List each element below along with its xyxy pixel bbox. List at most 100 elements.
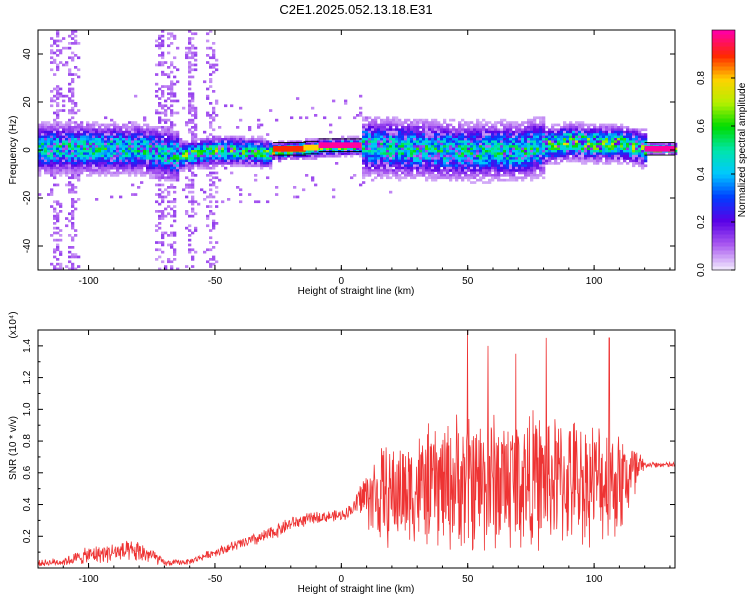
spectrogram-cell [239,145,243,148]
colorbar-segment [712,138,735,143]
spectrogram-cell [491,128,495,132]
spectrogram-cell [371,171,375,175]
spectrogram-cell [596,133,600,136]
spectrogram-cell [71,73,75,76]
spectrogram-cell [98,135,102,139]
spectrogram-cell [461,154,465,158]
spectrogram-cell [410,123,414,127]
spectrogram-cell [521,150,525,153]
spectrogram-cell [212,262,216,266]
spectrogram-cell [98,128,102,132]
spectrogram-cell [503,169,507,172]
spectrogram-cell [191,162,195,165]
spectrogram-cell [50,262,54,266]
spectrogram-cell [431,121,435,124]
spectrogram-cell [368,171,372,175]
spectrogram-cell [497,121,501,124]
spectrogram-cell [158,135,162,139]
spectrogram-cell [500,140,504,144]
spectrogram-cell [431,150,435,153]
spectrogram-cell [416,150,420,153]
spectrogram-cell [209,140,213,144]
spectrogram-cell [386,162,390,165]
spectrogram-cell [530,164,534,168]
spectrogram-cell [44,169,48,172]
spectrogram-cell [410,121,414,124]
spectrogram-cell [194,138,198,141]
spectrogram-cell [407,133,411,136]
spectrogram-cell [455,150,459,153]
spectrogram-cell [629,135,633,139]
spectrogram-cell [218,162,222,165]
spectrogram-cell [59,133,63,136]
spectrogram-cell [83,142,87,146]
spectrogram-cell [659,142,663,146]
spectrogram-cell [161,234,165,237]
spectrogram-cell [206,140,210,144]
spectrogram-cell [641,154,645,158]
spectrogram-cell [128,152,132,156]
spectrogram-cell [281,154,285,158]
spectrogram-cell [257,147,261,151]
spectrogram-cell [368,154,372,158]
spectrogram-cell [269,140,273,144]
spectrogram-cell [92,154,96,158]
spectrogram-cell [521,138,525,141]
colorbar-segment [712,222,735,227]
spectrogram-cell [386,133,390,136]
spectrogram-cell [77,109,81,112]
spectrogram-cell [605,133,609,136]
spectrogram-cell [152,166,156,170]
spectrogram-cell [50,61,54,64]
spectrogram-cell [74,255,78,259]
spectrogram-cell [167,85,171,88]
spectrogram-cell [158,133,162,136]
spectrogram-cell [437,176,441,180]
spectrogram-cell [482,123,486,127]
spectrogram-cell [473,174,477,177]
colorbar-segment [712,70,735,75]
spectrogram-cell [434,133,438,136]
spectrogram-cell [134,150,138,153]
spectrogram-cell [440,159,444,163]
spectrogram-cell [137,164,141,168]
spectrogram-cell [425,121,429,124]
spectrogram-cell [68,142,72,146]
snr-y-tick-label: 0.8 [22,434,33,448]
spectrogram-cell [641,164,645,168]
spectrogram-cell [410,140,414,144]
spectrogram-cell [41,130,45,134]
spectrogram-cell [47,145,51,148]
spectrogram-cell [200,138,204,141]
spectrogram-cell [116,152,120,156]
spectrogram-cell [392,174,396,177]
spectrogram-cell [374,140,378,144]
spectrogram-cell [161,42,165,45]
spectrogram-cell [206,147,210,151]
spectrogram-cell [215,190,219,194]
spectrogram-cell [512,133,516,136]
spectrogram-cell [203,162,207,165]
spectrogram-cell [155,44,159,48]
spectrogram-cell [137,133,141,136]
spectrogram-cell [164,169,168,172]
spectrogram-cell [503,150,507,153]
spectrogram-cell [617,128,621,132]
spectrogram-cell [131,164,135,168]
spectrogram-cell [71,147,75,151]
spectrogram-cell [332,152,336,156]
spectrogram-cell [560,140,564,144]
spectrogram-cell [146,152,150,156]
spectrogram-cell [452,135,456,139]
spectrogram-cell [209,178,213,182]
spectrogram-cell [377,162,381,165]
spectrogram-cell [425,171,429,175]
spectrogram-cell [347,152,351,156]
spectrogram-cell [542,128,546,132]
spectrogram-cell [248,145,252,148]
spectrogram-cell [221,164,225,168]
spectrogram-cell [50,166,54,170]
spectrogram-cell [212,54,216,57]
spectrogram-cell [560,157,564,160]
spectrogram-cell [47,169,51,172]
